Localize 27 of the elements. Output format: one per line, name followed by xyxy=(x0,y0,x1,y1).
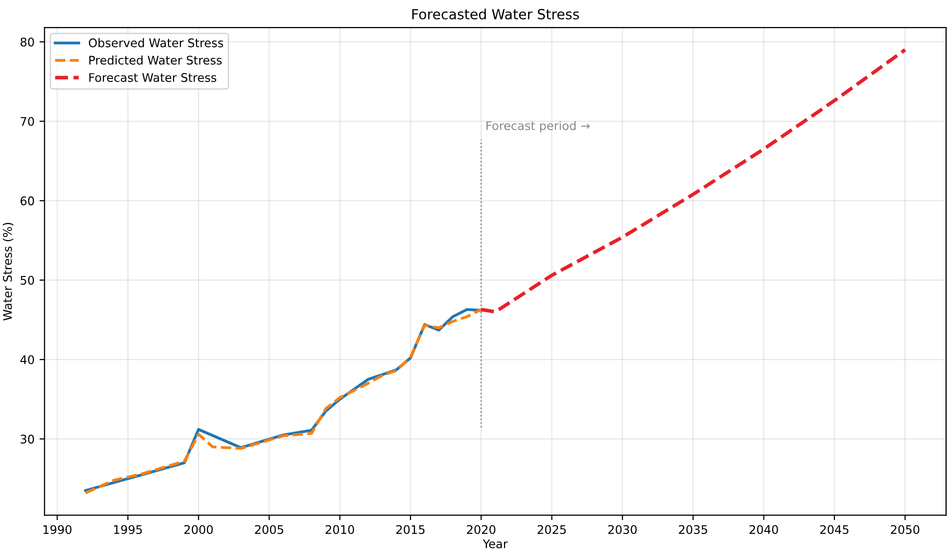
x-tick-label: 2045 xyxy=(820,525,848,534)
y-tick-label: 70 xyxy=(20,116,34,126)
x-tick-label: 2030 xyxy=(608,525,637,534)
y-tick-label: 80 xyxy=(20,38,34,46)
x-tick-label: 2035 xyxy=(678,525,708,534)
y-axis-title: Water Stress (%) xyxy=(2,222,14,321)
y-tick-label: 50 xyxy=(20,276,34,285)
x-tick-label: 2040 xyxy=(750,525,778,534)
x-tick-label: 2000 xyxy=(184,525,213,534)
y-tick-label: 30 xyxy=(20,434,34,444)
ref-line-label: Forecast period → xyxy=(486,120,590,132)
legend-label: Observed Water Stress xyxy=(88,38,224,48)
legend-label: Predicted Water Stress xyxy=(89,56,222,65)
y-tick-label: 60 xyxy=(20,196,34,206)
x-tick-label: 2020 xyxy=(466,525,496,534)
x-tick-label: 1995 xyxy=(114,525,142,534)
legend-label: Forecast Water Stress xyxy=(89,73,216,82)
line-series xyxy=(479,48,907,314)
chart-title: Forecasted Water Stress xyxy=(412,8,579,20)
x-tick-label: 2010 xyxy=(326,525,354,534)
y-tick-label: 40 xyxy=(20,355,34,364)
x-tick-label: 2050 xyxy=(890,525,920,534)
x-axis-title: Year xyxy=(482,539,508,548)
x-tick-label: 2025 xyxy=(538,525,566,534)
x-tick-label: 2005 xyxy=(255,525,284,534)
x-tick-label: 2015 xyxy=(396,525,424,534)
x-tick-label: 1990 xyxy=(44,525,72,534)
